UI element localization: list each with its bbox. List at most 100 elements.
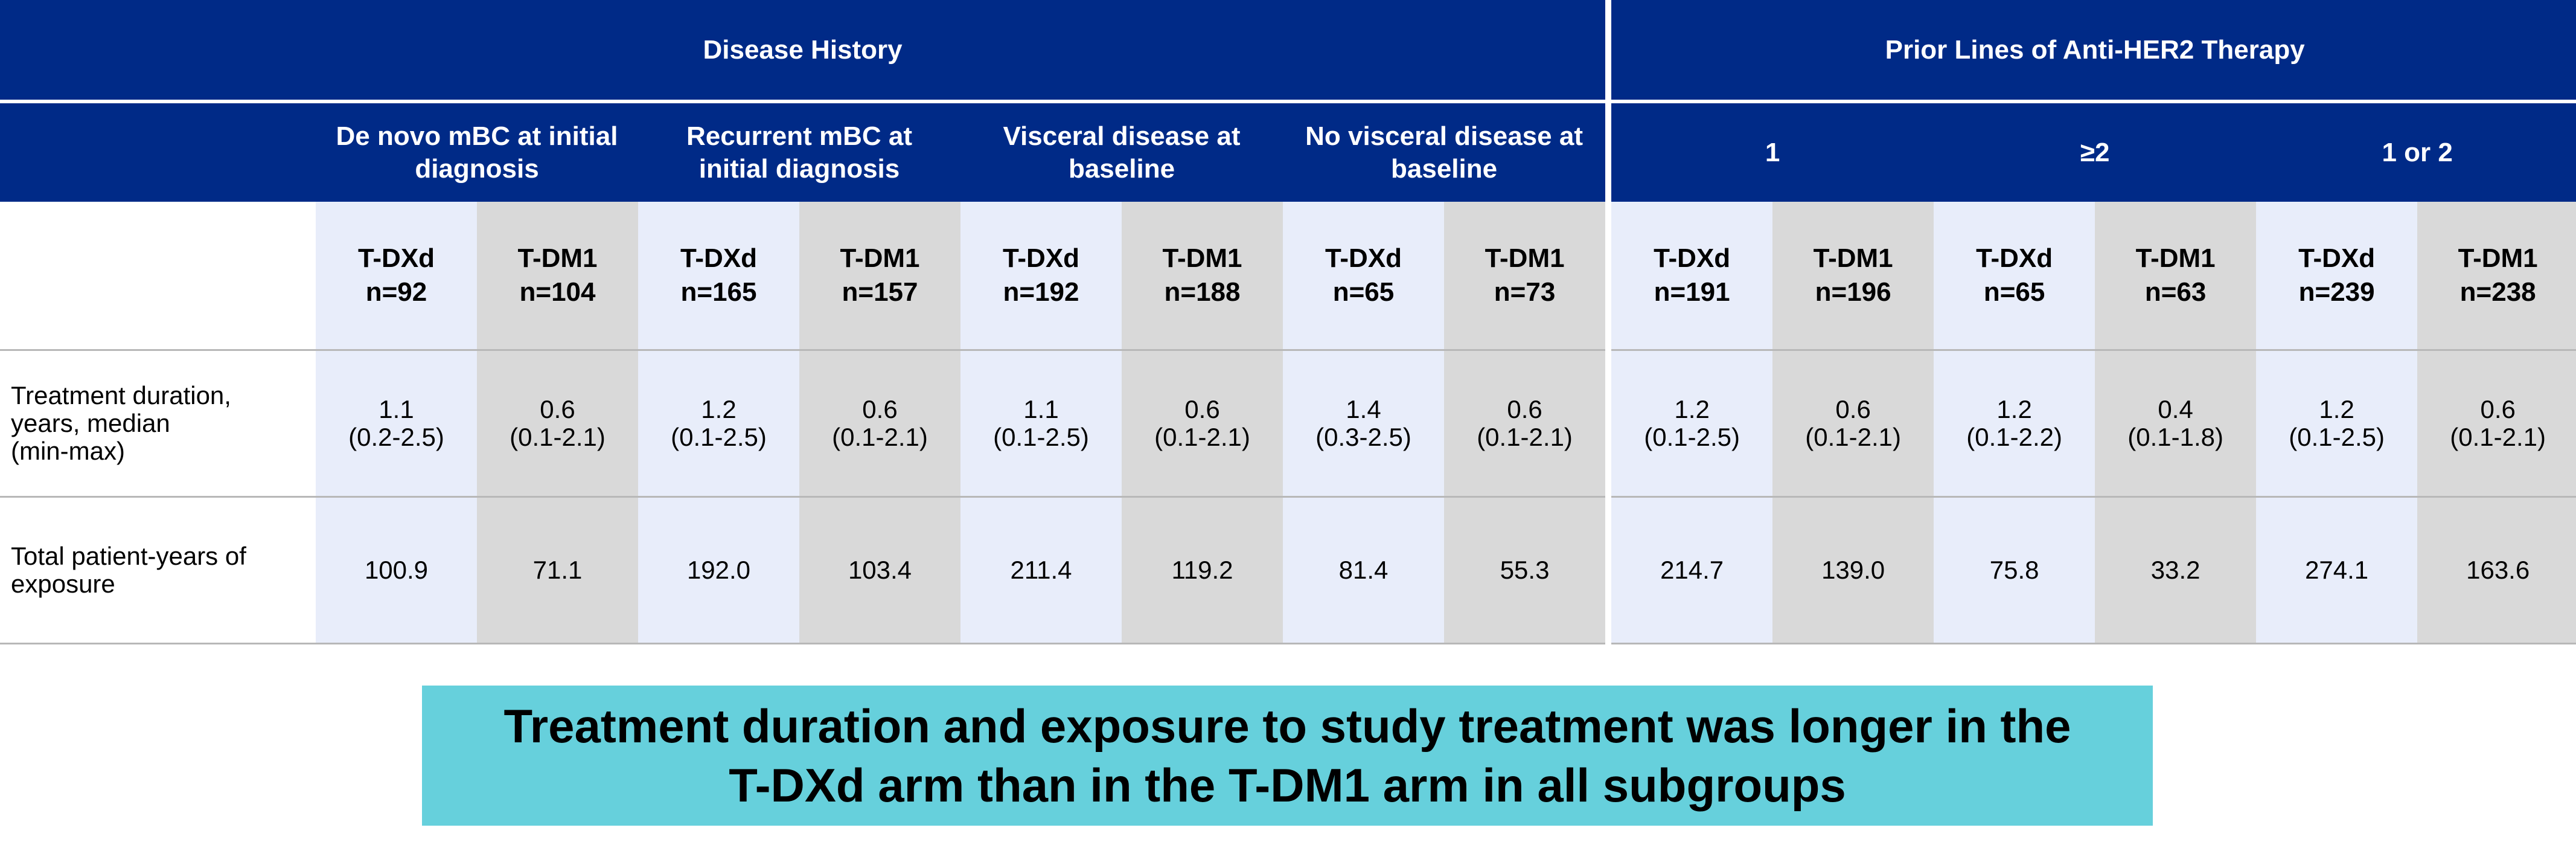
duration-range: (0.1-2.1) [510,423,606,451]
arm-name: T-DM1 [1162,243,1242,273]
row-label-patient-years-exposure: Total patient-years of exposure [0,496,316,644]
arm-n: n=92 [365,277,427,307]
arm-n: n=165 [680,277,757,307]
arm-name: T-DXd [1002,243,1080,273]
column-separator [1605,0,1612,101]
arm-header-cell: T-DXd n=192 [960,202,1122,350]
duration-cell: 0.6 (0.1-2.1) [1122,349,1283,497]
exposure-cell: 81.4 [1283,496,1444,644]
exposure-cell: 100.9 [316,496,477,644]
exposure-cell: 103.4 [799,496,960,644]
exposure-cell: 192.0 [638,496,799,644]
arm-header-cell: T-DM1 n=63 [2095,202,2257,350]
arm-name: T-DM1 [517,243,598,273]
duration-range: (0.1-2.2) [1966,423,2062,451]
row-label-line: years, median [11,409,170,437]
row-label-treatment-duration: Treatment duration, years, median (min-m… [0,349,316,497]
subgroup-no-visceral: No visceral disease at baseline [1283,100,1606,202]
arm-header-row: T-DXd n=92 T-DM1 n=104 T-DXd n=165 T-DM1 n=1… [0,202,2576,350]
subgroup-de-novo: De novo mBC at initial diagnosis [316,100,638,202]
duration-median: 1.1 [379,395,414,423]
arm-n: n=192 [1003,277,1079,307]
duration-cell: 1.2 (0.1-2.2) [1934,349,2095,497]
duration-median: 1.1 [1023,395,1059,423]
row-label-line: exposure [11,570,115,598]
subgroup-label-line: No visceral disease at [1305,121,1583,151]
duration-range: (0.1-2.1) [1154,423,1250,451]
duration-median: 1.2 [1674,395,1710,423]
arm-name: T-DM1 [2135,243,2216,273]
arm-name: T-DM1 [1813,243,1893,273]
duration-median: 0.4 [2158,395,2193,423]
duration-range: (0.2-2.5) [348,423,444,451]
duration-median: 0.6 [2480,395,2516,423]
exposure-cell: 274.1 [2256,496,2418,644]
arm-n: n=238 [2459,277,2536,307]
exposure-cell: 214.7 [1611,496,1773,644]
arm-header-cell: T-DM1 n=73 [1444,202,1606,350]
arm-n: n=65 [1332,277,1395,307]
arm-header-cell: T-DM1 n=238 [2417,202,2576,350]
arm-header-cell: T-DM1 n=104 [477,202,638,350]
table-row-patient-years-exposure: Total patient-years of exposure 100.9 71… [0,496,2576,644]
arm-n: n=157 [842,277,918,307]
subgroup-recurrent: Recurrent mBC at initial diagnosis [638,100,960,202]
subgroup-label-line: baseline [1068,153,1175,184]
group-header-row: Disease History Prior Lines of Anti-HER2… [0,0,2576,101]
column-separator [1605,101,1612,202]
row-label-line: (min-max) [11,437,125,465]
callout-line: T-DXd arm than in the T-DM1 arm in all s… [729,759,1846,812]
arm-name: T-DM1 [1485,243,1565,273]
arm-name: T-DXd [2298,243,2376,273]
conclusion-callout: Treatment duration and exposure to study… [422,686,2153,826]
duration-range: (0.1-2.5) [2289,423,2385,451]
duration-cell: 1.1 (0.1-2.5) [960,349,1122,497]
arm-header-blank [0,202,316,350]
arm-n: n=63 [2144,277,2207,307]
subgroup-one-prior-line: 1 [1611,100,1934,202]
duration-median: 0.6 [1835,395,1871,423]
exposure-cell: 75.8 [1934,496,2095,644]
group-header-prior-lines: Prior Lines of Anti-HER2 Therapy [1611,0,2576,101]
duration-range: (0.3-2.5) [1315,423,1411,451]
duration-cell: 1.2 (0.1-2.5) [2256,349,2418,497]
subgroup-label-line: De novo mBC at initial [336,121,618,151]
duration-cell: 0.6 (0.1-2.1) [1444,349,1606,497]
duration-cell: 1.2 (0.1-2.5) [638,349,799,497]
duration-cell: 0.6 (0.1-2.1) [1772,349,1934,497]
exposure-cell: 55.3 [1444,496,1606,644]
arm-n: n=73 [1494,277,1556,307]
arm-name: T-DXd [1325,243,1402,273]
duration-cell: 0.4 (0.1-1.8) [2095,349,2257,497]
exposure-cell: 211.4 [960,496,1122,644]
arm-n: n=196 [1815,277,1891,307]
exposure-cell: 163.6 [2417,496,2576,644]
arm-header-cell: T-DXd n=65 [1934,202,2095,350]
duration-range: (0.1-2.5) [993,423,1089,451]
callout-line: Treatment duration and exposure to study… [503,699,2071,753]
subgroup-visceral: Visceral disease at baseline [960,100,1283,202]
duration-median: 1.2 [701,395,737,423]
arm-header-cell: T-DXd n=165 [638,202,799,350]
duration-median: 1.2 [2319,395,2354,423]
arm-header-cell: T-DM1 n=157 [799,202,960,350]
arm-n: n=188 [1164,277,1241,307]
duration-cell: 0.6 (0.1-2.1) [799,349,960,497]
column-separator [1605,202,1612,350]
arm-n: n=104 [519,277,596,307]
duration-range: (0.1-2.5) [671,423,767,451]
arm-header-cell: T-DM1 n=188 [1122,202,1283,350]
duration-median: 0.6 [862,395,898,423]
arm-name: T-DXd [1654,243,1731,273]
arm-header-cell: T-DXd n=191 [1611,202,1773,350]
group-header-disease-history: Disease History [0,0,1606,101]
exposure-cell: 139.0 [1772,496,1934,644]
duration-median: 1.2 [1996,395,2032,423]
duration-range: (0.1-1.8) [2127,423,2223,451]
duration-median: 0.6 [1184,395,1220,423]
exposure-cell: 71.1 [477,496,638,644]
duration-range: (0.1-2.5) [1644,423,1740,451]
duration-cell: 0.6 (0.1-2.1) [477,349,638,497]
duration-range: (0.1-2.1) [1477,423,1573,451]
arm-n: n=239 [2298,277,2375,307]
